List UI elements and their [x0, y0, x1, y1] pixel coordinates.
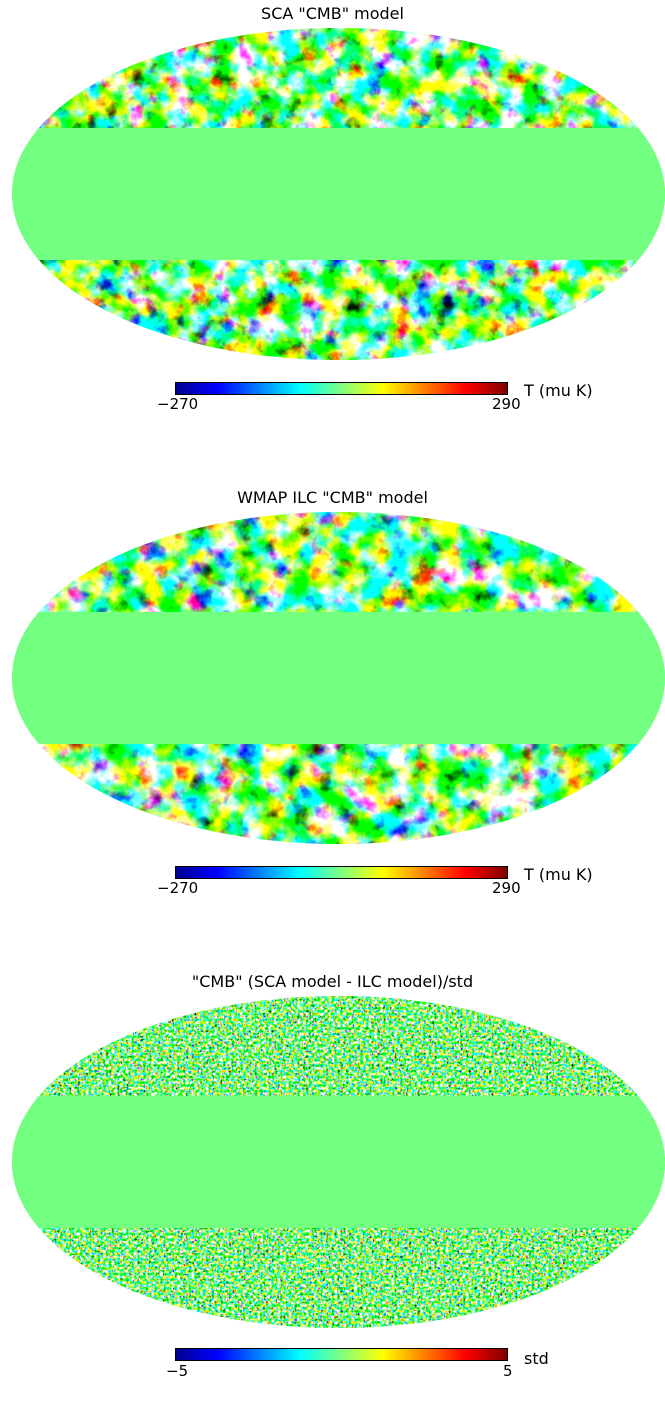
colorbar-unit-label: T (mu K)	[524, 381, 593, 400]
mollweide-map	[12, 28, 665, 360]
colorbar	[175, 866, 508, 879]
colorbar-max-label: 290	[492, 395, 521, 413]
colorbar-max-label: 5	[503, 1362, 513, 1380]
panel-title: SCA "CMB" model	[261, 4, 404, 23]
galactic-mask-band	[12, 1096, 665, 1228]
colorbar	[175, 382, 508, 395]
panel-title: WMAP ILC "CMB" model	[237, 488, 428, 507]
colorbar-min-label: −270	[157, 395, 199, 413]
colorbar-min-label: −5	[166, 1362, 189, 1380]
colorbar-unit-label: T (mu K)	[524, 865, 593, 884]
colorbar-max-label: 290	[492, 879, 521, 897]
galactic-mask-band	[12, 612, 665, 744]
galactic-mask-band	[12, 128, 665, 260]
colorbar-min-label: −270	[157, 879, 199, 897]
mollweide-map	[12, 996, 665, 1328]
mollweide-map	[12, 512, 665, 844]
panel-title: "CMB" (SCA model - ILC model)/std	[191, 972, 474, 991]
panel-sca-model: SCA "CMB" model	[0, 4, 665, 444]
colorbar	[175, 1348, 508, 1361]
panel-wmap-ilc-model: WMAP ILC "CMB" model	[0, 488, 665, 928]
colorbar-unit-label: std	[524, 1349, 549, 1368]
panel-difference-map: "CMB" (SCA model - ILC model)/std	[0, 972, 665, 1412]
